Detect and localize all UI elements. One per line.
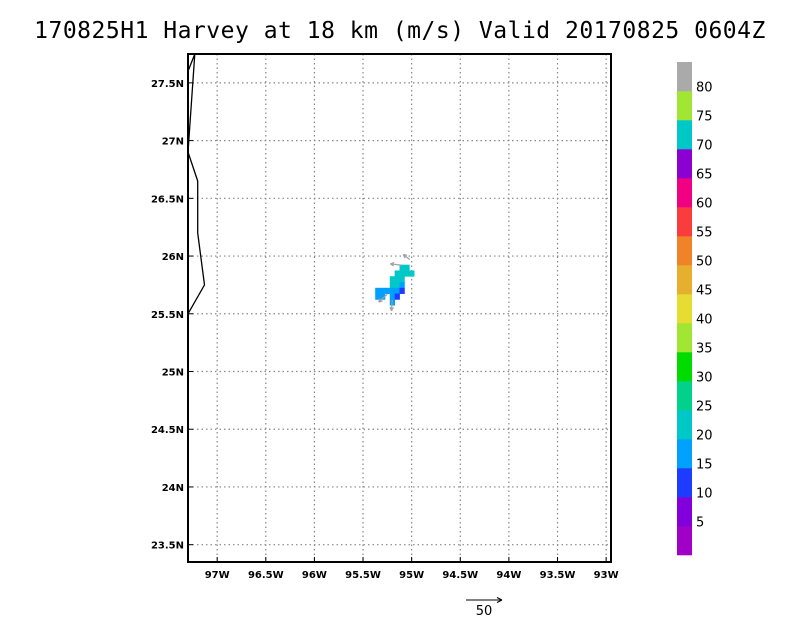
colorbar-segment <box>677 294 692 324</box>
coastline <box>188 54 206 315</box>
wind-vectors <box>378 253 411 312</box>
colorbar-segment <box>677 236 692 266</box>
colorbar-label: 30 <box>696 371 713 386</box>
wind-cell <box>399 287 405 294</box>
wind-cell <box>399 276 405 283</box>
colorbar-segment <box>677 381 692 411</box>
reference-vector: 50 <box>466 597 503 618</box>
wind-vector-head <box>390 261 395 267</box>
lon-tick-label: 95.5W <box>345 570 381 581</box>
colorbar-label: 70 <box>696 139 713 154</box>
colorbar-segment <box>677 439 692 469</box>
wind-vector <box>390 299 393 311</box>
lat-tick-label: 26.5N <box>151 194 184 205</box>
wind-cell <box>375 287 381 294</box>
wind-cell <box>394 276 400 283</box>
wind-cell <box>404 270 410 277</box>
lat-tick-label: 24N <box>162 483 184 494</box>
colorbar-label: 80 <box>696 81 713 96</box>
lat-tick-label: 25N <box>162 368 184 379</box>
colorbar: 5 10 15 20 25 30 35 40 45 50 55 60 65 70 75 80 <box>677 62 713 556</box>
wind-cell <box>389 276 396 283</box>
lon-tick-label: 94W <box>496 570 521 581</box>
colorbar-label: 60 <box>696 197 713 212</box>
lat-axis-labels: 23.5N 24N 24.5N 25N 25.5N 26N 26.5N 27N 27.5N <box>151 79 184 552</box>
lon-axis-labels: 97W 96.5W 96W 95.5W 95W 94.5W 94W 93.5W 93W <box>205 570 619 581</box>
lat-tick-label: 25.5N <box>151 310 184 321</box>
colorbar-label: 65 <box>696 168 713 183</box>
wind-cell <box>389 293 396 300</box>
lon-tick-label: 96W <box>302 570 327 581</box>
wind-cell <box>380 293 386 300</box>
colorbar-label: 10 <box>696 487 713 502</box>
wind-cell <box>399 270 405 277</box>
lat-tick-label: 24.5N <box>151 425 184 436</box>
colorbar-label: 15 <box>696 458 713 473</box>
lat-tick-label: 23.5N <box>151 541 184 552</box>
wind-cell <box>394 287 400 294</box>
colorbar-segment <box>677 149 692 179</box>
coastline-segment <box>188 54 206 315</box>
map-frame <box>187 53 612 563</box>
lat-tick-label: 26N <box>162 252 184 263</box>
colorbar-label: 75 <box>696 110 713 125</box>
wind-cell <box>389 282 396 289</box>
lon-tick-label: 96.5W <box>248 570 284 581</box>
colorbar-label: 55 <box>696 226 713 241</box>
colorbar-label: 20 <box>696 429 713 444</box>
colorbar-segment <box>677 91 692 121</box>
colorbar-label: 5 <box>696 516 704 531</box>
reference-vector-arrowhead <box>496 597 503 603</box>
colorbar-segment <box>677 323 692 353</box>
plot-title: 170825H1 Harvey at 18 km (m/s) Valid 201… <box>34 18 766 44</box>
colorbar-label: 40 <box>696 313 713 328</box>
colorbar-label: 25 <box>696 400 713 415</box>
wind-cell <box>375 293 381 300</box>
wind-cell <box>394 293 400 300</box>
colorbar-label: 35 <box>696 342 713 357</box>
wind-cell <box>409 270 415 277</box>
map-grid <box>188 54 611 562</box>
wind-vector-head <box>389 306 394 312</box>
reference-vector-label: 50 <box>476 604 493 618</box>
lon-tick-label: 93.5W <box>540 570 576 581</box>
wind-cell <box>380 287 386 294</box>
wind-cell <box>399 282 405 289</box>
wind-vector <box>390 263 403 266</box>
colorbar-label: 45 <box>696 284 713 299</box>
colorbar-segment <box>677 410 692 440</box>
colorbar-segment <box>677 526 692 556</box>
colorbar-segment <box>677 178 692 208</box>
lat-tick-label: 27.5N <box>151 79 184 90</box>
colorbar-segment <box>677 265 692 295</box>
lon-tick-label: 93W <box>594 570 619 581</box>
colorbar-label: 50 <box>696 255 713 270</box>
wind-cell <box>389 287 396 294</box>
colorbar-segment <box>677 497 692 527</box>
colorbar-segment <box>677 207 692 237</box>
wind-cell <box>404 264 410 271</box>
colorbar-segment <box>677 352 692 382</box>
wind-vector-head <box>378 298 383 303</box>
wind-cell <box>399 264 405 271</box>
wind-cell <box>394 282 400 289</box>
lon-tick-label: 97W <box>205 570 230 581</box>
wind-cell <box>384 287 391 294</box>
lon-tick-label: 94.5W <box>442 570 478 581</box>
colorbar-segment <box>677 468 692 498</box>
wind-vector <box>378 293 388 303</box>
wind-vector-head <box>402 253 408 259</box>
lon-tick-label: 95W <box>399 570 424 581</box>
lat-tick-label: 27N <box>162 137 184 148</box>
wind-cell <box>394 270 400 277</box>
colorbar-segment <box>677 62 692 92</box>
colorbar-segment <box>677 120 692 150</box>
